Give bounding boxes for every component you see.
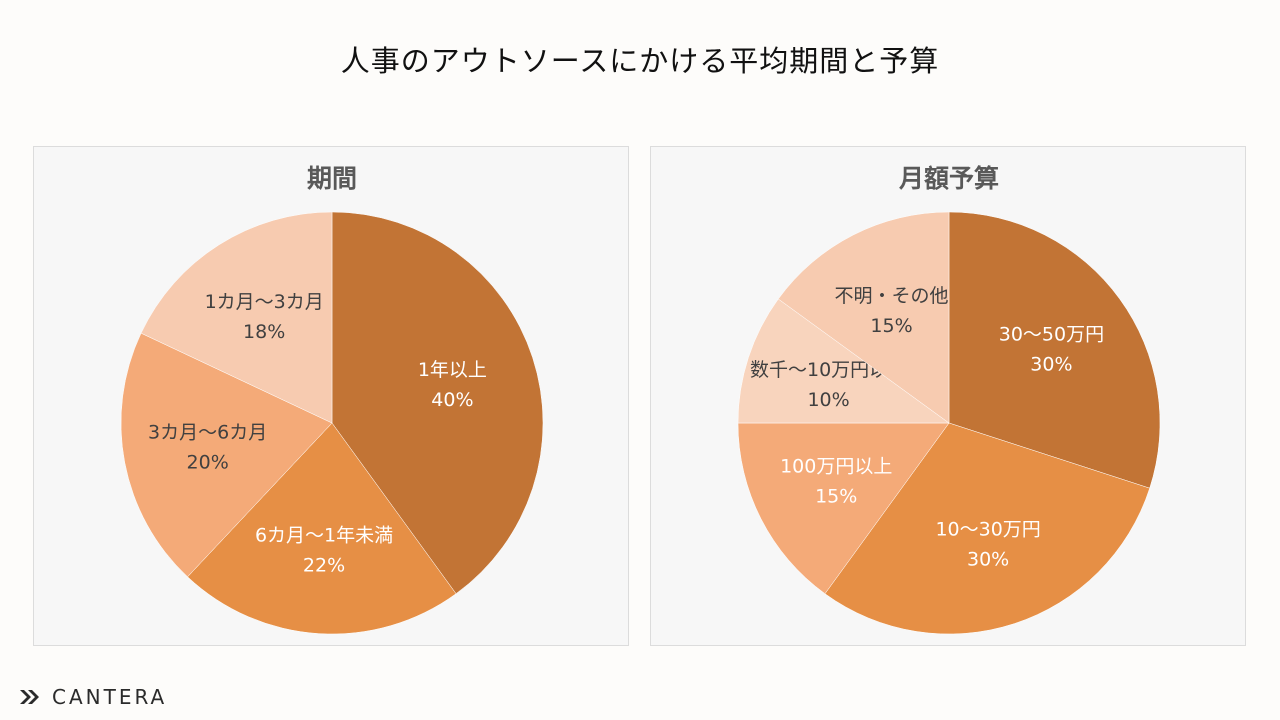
slice-percent-label: 15% xyxy=(870,315,912,337)
brand-logo: CANTERA xyxy=(18,682,167,712)
pie-slice xyxy=(824,422,1150,635)
slice-percent-label: 20% xyxy=(187,452,229,474)
slice-percent-label: 18% xyxy=(243,321,285,343)
slice-label: 10～30万円 xyxy=(935,518,1040,540)
slice-percent-label: 22% xyxy=(303,554,345,576)
chart-title: 期間 xyxy=(307,164,357,193)
pie-slice xyxy=(737,298,950,424)
slice-label: 不明・その他 xyxy=(835,285,949,307)
slice-label: 1年以上 xyxy=(418,359,487,381)
pie-slice xyxy=(187,422,457,635)
pie-chart-budget: 月額予算30～50万円30%10～30万円30%100万円以上15%数千～10万… xyxy=(737,164,1161,635)
cantera-logo-icon xyxy=(20,690,39,704)
pie-slice xyxy=(331,211,544,595)
slice-label: 1カ月～3カ月 xyxy=(205,291,324,313)
pie-slice xyxy=(737,422,950,595)
chart-panel-period: 期間 1年以上 40% 6カ月～1年未満 22% 3カ月～6カ月 20% 1カ月～3カ月 18% xyxy=(33,146,629,646)
chart-panel-budget: 月額予算 30～50万円 30% 10～30万円 30% 100万円以上 15% 数千～10万… xyxy=(650,146,1246,646)
slice-label: 6カ月～1年未満 xyxy=(255,524,393,546)
slice-label: 30～50万円 xyxy=(999,324,1104,346)
chart-title: 月額予算 xyxy=(898,164,999,193)
slice-percent-label: 15% xyxy=(815,485,857,507)
slice-label: 3カ月～6カ月 xyxy=(148,422,267,444)
pie-slice xyxy=(140,211,333,424)
page-title: 人事のアウトソースにかける平均期間と予算 xyxy=(340,44,940,78)
slice-percent-label: 10% xyxy=(807,389,849,411)
pie-slice xyxy=(777,211,950,424)
logo-text: CANTERA xyxy=(52,685,168,709)
pie-chart-period: 期間 1年以上 40% 6カ月～1年未満 22% 3カ月～6カ月 20% 1カ月～3カ月 18% xyxy=(120,164,544,635)
pie-slice xyxy=(120,332,333,578)
slice-percent-label: 30% xyxy=(967,548,1009,570)
slice-label: 100万円以上 xyxy=(780,455,892,477)
pie-slice xyxy=(948,211,1161,489)
slice-percent-label: 40% xyxy=(431,389,473,411)
slice-percent-label: 30% xyxy=(1030,354,1072,376)
